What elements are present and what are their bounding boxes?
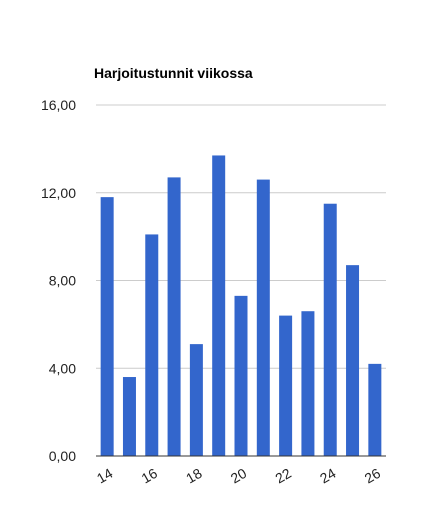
bar	[167, 177, 181, 457]
bar	[368, 363, 382, 456]
y-tick-label: 0,00	[49, 448, 76, 464]
x-tick-label: 24	[317, 465, 339, 487]
chart-title: Harjoitustunnit viikossa	[94, 65, 253, 81]
y-tick-label: 12,00	[41, 185, 76, 201]
bar	[234, 295, 248, 456]
bar	[301, 311, 315, 456]
x-tick-label: 18	[183, 465, 205, 487]
bar	[100, 197, 114, 456]
x-tick-label: 26	[362, 465, 384, 487]
bar	[279, 315, 293, 456]
y-tick-label: 4,00	[49, 360, 76, 376]
x-tick-label: 20	[228, 465, 250, 487]
bar	[189, 344, 203, 456]
bar	[346, 265, 360, 456]
y-tick-label: 16,00	[41, 97, 76, 113]
x-tick-label: 22	[272, 465, 294, 487]
bar	[212, 155, 226, 457]
bars	[100, 155, 382, 457]
x-tick-label: 14	[94, 465, 116, 487]
bar	[145, 234, 159, 456]
y-tick-label: 8,00	[49, 273, 76, 289]
bar	[122, 377, 136, 456]
bar	[256, 179, 270, 456]
bar	[323, 203, 337, 456]
axes: 0,00 4,00 8,00 12,00 16,00 14 16 18 20 22 24 26	[41, 97, 386, 486]
x-tick-label: 16	[139, 465, 161, 487]
